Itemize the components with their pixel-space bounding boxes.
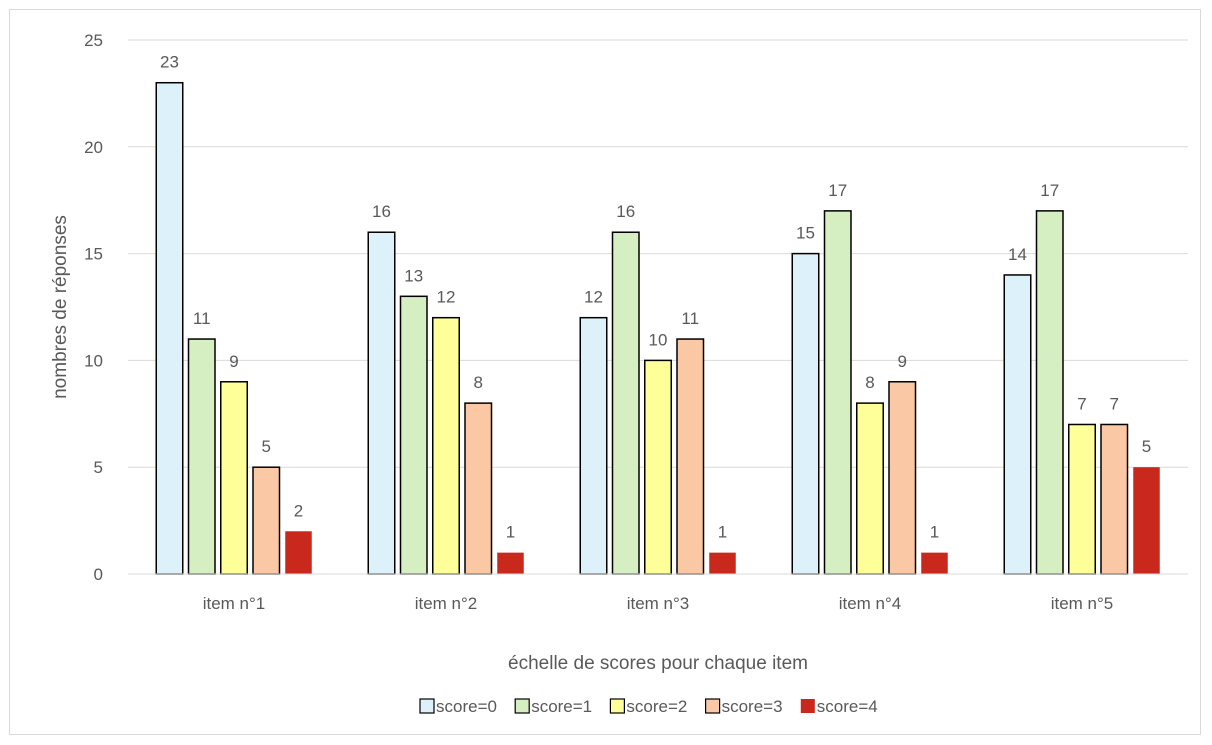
legend-label: score=2 xyxy=(626,697,687,716)
legend-swatch xyxy=(419,698,435,714)
legend-item: score=2 xyxy=(609,697,687,716)
data-label: 7 xyxy=(1077,394,1086,413)
bar xyxy=(220,381,248,575)
bar xyxy=(579,316,608,575)
bar xyxy=(155,81,184,575)
legend-label: score=3 xyxy=(722,697,783,716)
x-tick-label: item n°3 xyxy=(627,594,690,613)
data-label: 14 xyxy=(1008,245,1027,264)
x-axis-categories: item n°1 item n°2 item n°3 item n°4 item n°5 xyxy=(203,594,1114,613)
x-tick-label: item n°2 xyxy=(415,594,478,613)
data-label: 8 xyxy=(865,373,874,392)
y-tick-label: 15 xyxy=(84,245,103,264)
data-label: 16 xyxy=(372,202,391,221)
bar xyxy=(1003,274,1032,575)
legend-label: score=4 xyxy=(817,697,878,716)
y-tick-label: 20 xyxy=(84,138,103,157)
data-label: 17 xyxy=(1040,181,1059,200)
data-label: 7 xyxy=(1110,394,1119,413)
bar xyxy=(1100,423,1129,575)
y-axis-title: nombres de réponses xyxy=(50,215,71,399)
y-tick-label: 25 xyxy=(84,31,103,50)
legend-swatch xyxy=(609,698,626,714)
x-axis-title: échelle de scores pour chaque item xyxy=(508,653,808,674)
bar xyxy=(709,552,736,574)
bars xyxy=(155,81,1160,575)
data-label: 23 xyxy=(160,53,179,72)
bar xyxy=(823,210,852,575)
data-label: 15 xyxy=(796,224,815,243)
bar xyxy=(285,531,312,574)
data-label: 16 xyxy=(616,202,635,221)
bar xyxy=(644,359,672,575)
legend: score=0 score=1 score=2 score=3 score=4 xyxy=(419,697,878,716)
x-tick-label: item n°5 xyxy=(1051,594,1114,613)
data-label: 9 xyxy=(229,352,238,371)
x-tick-label: item n°1 xyxy=(203,594,266,613)
legend-item: score=3 xyxy=(704,697,783,716)
data-label: 12 xyxy=(584,288,603,307)
data-label: 12 xyxy=(437,288,456,307)
legend-swatch xyxy=(514,698,530,714)
data-label: 1 xyxy=(930,523,939,542)
data-label: 1 xyxy=(506,523,515,542)
bar xyxy=(921,552,948,574)
bar xyxy=(856,402,884,575)
y-axis-ticks: 0 5 10 15 20 25 xyxy=(84,31,103,584)
data-label: 5 xyxy=(262,437,271,456)
data-label: 9 xyxy=(898,352,907,371)
bar xyxy=(497,552,524,574)
bar xyxy=(1068,423,1096,575)
y-tick-label: 10 xyxy=(84,351,103,370)
data-label: 1 xyxy=(718,523,727,542)
data-label: 13 xyxy=(404,266,423,285)
data-label: 11 xyxy=(681,309,699,328)
legend-swatch xyxy=(704,698,721,714)
data-label: 10 xyxy=(649,330,668,349)
bar xyxy=(367,231,396,575)
y-tick-label: 5 xyxy=(94,458,103,477)
bar xyxy=(399,295,428,575)
bar xyxy=(187,338,216,575)
data-label: 11 xyxy=(193,309,211,328)
bar xyxy=(252,466,281,575)
bar xyxy=(611,231,640,575)
bar xyxy=(432,316,460,575)
legend-label: score=0 xyxy=(436,697,497,716)
x-tick-label: item n°4 xyxy=(839,594,902,613)
y-tick-label: 0 xyxy=(94,565,103,584)
data-label: 17 xyxy=(828,181,847,200)
bar xyxy=(464,402,493,575)
bar xyxy=(888,381,917,575)
legend-item: score=1 xyxy=(514,697,592,716)
bar xyxy=(1133,467,1160,574)
data-label: 8 xyxy=(474,373,483,392)
bar xyxy=(791,252,820,575)
bar xyxy=(1035,210,1064,575)
data-label: 5 xyxy=(1142,437,1151,456)
legend-label: score=1 xyxy=(531,697,592,716)
bar xyxy=(676,338,705,575)
data-label: 2 xyxy=(294,501,303,520)
legend-item: score=4 xyxy=(800,697,878,716)
legend-swatch xyxy=(800,699,815,713)
legend-item: score=0 xyxy=(419,697,497,716)
